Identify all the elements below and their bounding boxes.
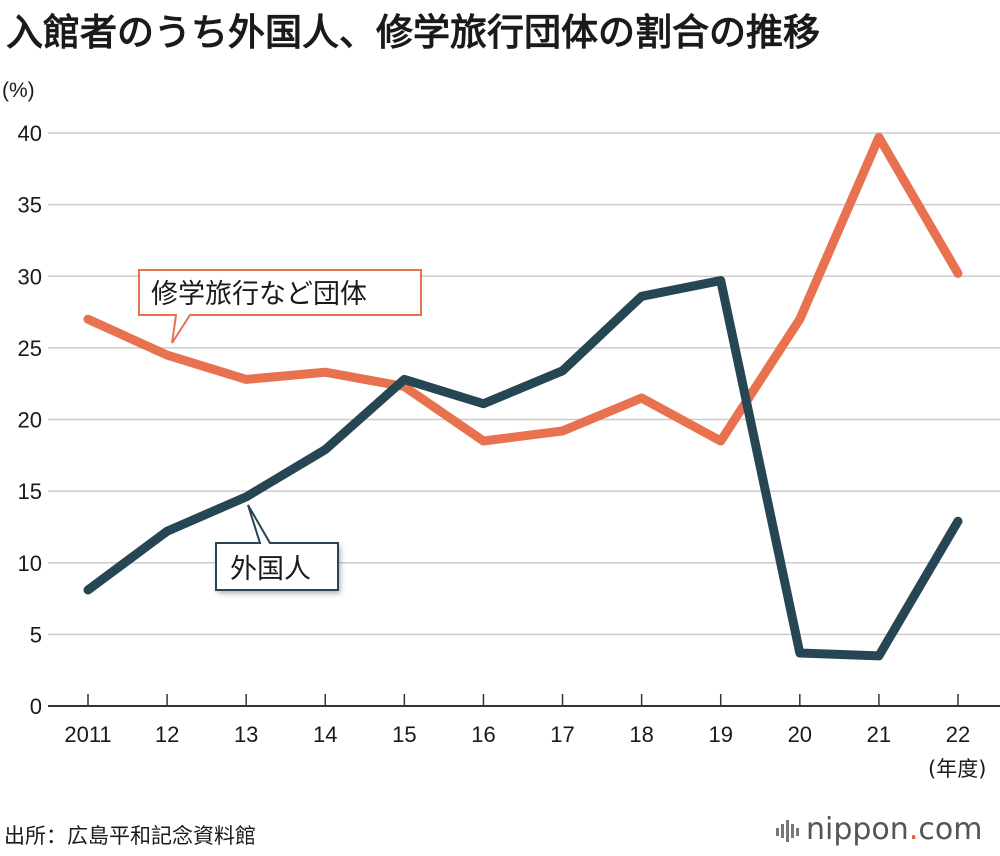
x-tick-label: 12 [155,722,179,747]
x-axis-label: (年度) [928,757,986,781]
legend-callout-foreign: 外国人 [215,504,339,591]
x-tick-label: 15 [392,722,416,747]
brand-dot: . [908,812,919,847]
series-line-school [83,132,963,446]
x-tick-label: 22 [946,722,970,747]
x-tick-label: 2011 [64,722,111,747]
x-axis-ticks: 2011 12 13 14 15 16 17 18 19 20 21 22 [64,694,970,747]
series-lines [83,132,963,661]
callout-box-school [138,269,422,344]
y-tick-label: 5 [30,622,42,647]
brand-name: nippon [806,812,909,847]
legend-callout-school: 修学旅行など団体 [138,269,422,344]
y-tick-label: 20 [18,408,42,433]
y-axis-label: (%) [2,79,35,102]
y-tick-label: 0 [30,694,42,719]
callout-box-foreign [215,504,339,591]
y-tick-label: 25 [18,336,42,361]
x-tick-label: 13 [234,722,258,747]
x-tick-label: 19 [708,722,732,747]
y-axis-ticks: 0 5 10 15 20 25 30 35 40 [18,121,42,719]
x-tick-label: 16 [471,722,495,747]
x-tick-label: 17 [550,722,574,747]
y-tick-label: 35 [18,193,42,218]
gridlines [48,132,1000,707]
x-tick-label: 21 [867,722,891,747]
legend-label-school: 修学旅行など団体 [151,279,367,310]
brand-logo: nippon.com [776,812,982,847]
x-tick-label: 20 [788,722,812,747]
series-line-foreign [83,276,963,661]
x-tick-label: 14 [313,722,337,747]
nippon-logo-icon [776,819,799,842]
source-note: 出所：広島平和記念資料館 [4,824,256,848]
y-tick-label: 30 [18,264,42,289]
legend-label-foreign: 外国人 [230,554,311,585]
y-tick-label: 10 [18,551,42,576]
y-tick-label: 40 [18,121,42,146]
chart-title: 入館者のうち外国人、修学旅行団体の割合の推移 [6,11,820,54]
x-tick-label: 18 [629,722,653,747]
brand-tld: com [918,812,983,847]
y-tick-label: 15 [18,479,42,504]
